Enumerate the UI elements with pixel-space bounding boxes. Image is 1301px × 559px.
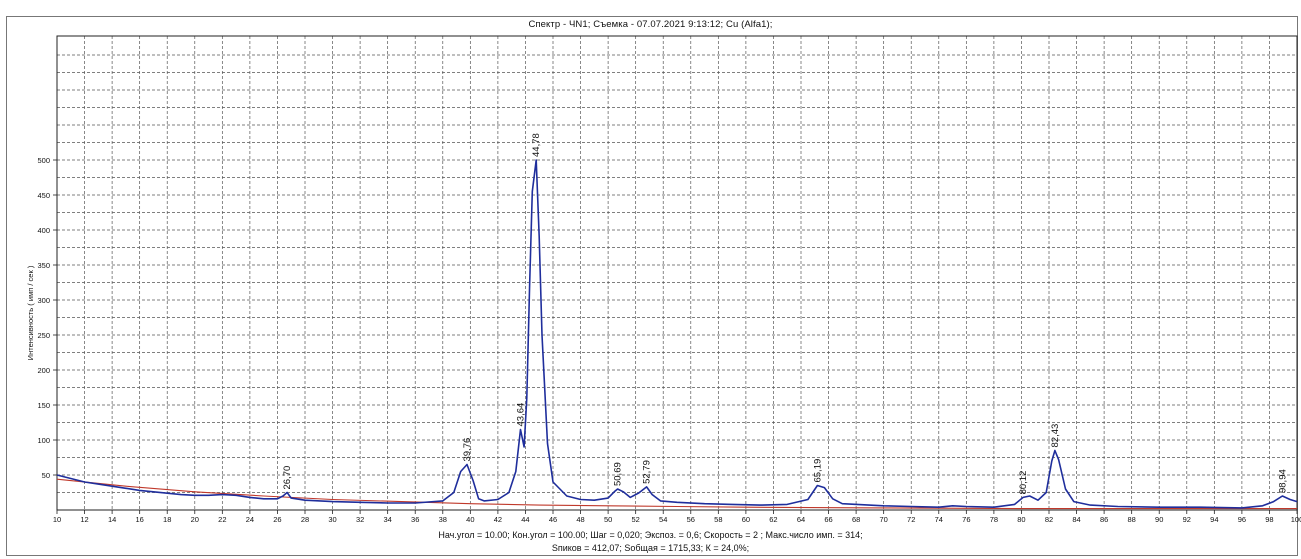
x-tick-label: 82 [1045, 515, 1053, 524]
peak-label: 43,64 [515, 403, 526, 427]
y-tick-label: 250 [37, 331, 50, 340]
x-tick-label: 14 [108, 515, 116, 524]
x-tick-label: 40 [466, 515, 474, 524]
peak-label: 98,94 [1277, 469, 1288, 493]
x-tick-label: 32 [356, 515, 364, 524]
peak-label: 44,78 [531, 133, 542, 157]
y-axis-label: Интенсивность ( имп / сек ) [26, 265, 35, 360]
peak-label: 26,70 [282, 466, 293, 490]
x-tick-label: 26 [273, 515, 281, 524]
x-tick-label: 16 [135, 515, 143, 524]
x-tick-label: 100 [1291, 515, 1301, 524]
y-tick-label: 450 [37, 191, 50, 200]
x-tick-label: 72 [907, 515, 915, 524]
x-tick-label: 42 [494, 515, 502, 524]
x-tick-label: 12 [80, 515, 88, 524]
baseline-line [56, 478, 1297, 510]
x-tick-label: 84 [1072, 515, 1080, 524]
x-tick-label: 28 [301, 515, 309, 524]
x-tick-label: 88 [1127, 515, 1135, 524]
x-tick-label: 54 [659, 515, 667, 524]
x-tick-label: 44 [521, 515, 529, 524]
grid [56, 36, 1298, 510]
y-tick-label: 500 [37, 156, 50, 165]
x-tick-label: 94 [1210, 515, 1218, 524]
peak-label: 39,76 [462, 438, 473, 462]
x-tick-label: 18 [163, 515, 171, 524]
x-tick-label: 30 [328, 515, 336, 524]
x-tick-label: 66 [824, 515, 832, 524]
axes [53, 35, 1298, 514]
x-tick-label: 70 [879, 515, 887, 524]
series-lines [56, 159, 1298, 510]
x-tick-label: 64 [797, 515, 805, 524]
x-tick-label: 56 [687, 515, 695, 524]
y-tick-label: 100 [37, 436, 50, 445]
chart-frame [6, 16, 1298, 556]
y-tick-label: 350 [37, 261, 50, 270]
x-tick-label: 50 [604, 515, 612, 524]
x-tick-label: 38 [439, 515, 447, 524]
x-tick-label: 46 [549, 515, 557, 524]
spectrum-line [56, 159, 1298, 509]
x-tick-label: 78 [990, 515, 998, 524]
chart-title: Спектр - ЧN1; Съемка - 07.07.2021 9:13:1… [528, 19, 773, 30]
footer-parameters: Нач.угол = 10.00; Кон.угол = 100.00; Шаг… [438, 530, 863, 540]
x-tick-label: 92 [1183, 515, 1191, 524]
x-tick-label: 86 [1100, 515, 1108, 524]
x-tick-label: 62 [769, 515, 777, 524]
x-tick-label: 96 [1238, 515, 1246, 524]
peak-label: 52,79 [642, 460, 653, 484]
x-tick-label: 48 [576, 515, 584, 524]
x-tick-label: 52 [631, 515, 639, 524]
x-tick-label: 74 [935, 515, 943, 524]
x-tick-label: 90 [1155, 515, 1163, 524]
y-tick-labels: 50 100 150 200 250 300 350 400 450 500 [37, 156, 50, 480]
x-tick-label: 10 [53, 515, 61, 524]
peak-label: 80,12 [1018, 471, 1029, 495]
peak-labels: 26,70 39,76 43,64 44,78 50,69 52,79 65,19 80,12… [282, 133, 1288, 494]
x-tick-label: 20 [191, 515, 199, 524]
peak-label: 65,19 [812, 459, 823, 483]
x-tick-label: 22 [218, 515, 226, 524]
y-tick-label: 200 [37, 366, 50, 375]
y-tick-label: 50 [42, 471, 50, 480]
x-tick-label: 24 [246, 515, 254, 524]
x-tick-label: 68 [852, 515, 860, 524]
x-tick-label: 34 [383, 515, 391, 524]
y-tick-label: 300 [37, 296, 50, 305]
x-tick-label: 76 [962, 515, 970, 524]
peak-label: 50,69 [613, 462, 624, 486]
x-tick-label: 58 [714, 515, 722, 524]
x-tick-label: 80 [1017, 515, 1025, 524]
x-tick-labels: 10 12 14 16 18 20 22 24 26 28 30 32 34 36 38 40 42 44 46 48… [53, 515, 1301, 524]
y-tick-label: 400 [37, 226, 50, 235]
peak-label: 82,43 [1050, 424, 1061, 448]
x-tick-label: 98 [1265, 515, 1273, 524]
plot-border [56, 35, 1298, 511]
y-tick-label: 150 [37, 401, 50, 410]
footer-totals: Sпиков = 412,07; Sобщая = 1715,33; К = 2… [551, 543, 750, 553]
x-tick-label: 36 [411, 515, 419, 524]
x-tick-label: 60 [742, 515, 750, 524]
